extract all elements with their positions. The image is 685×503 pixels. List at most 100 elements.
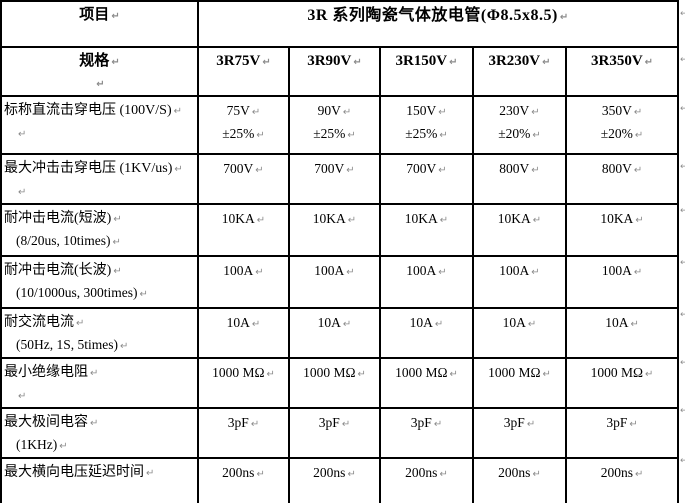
cell-value: 1000 MΩ <box>303 365 356 380</box>
model-header-label: 3R75V <box>216 53 261 69</box>
paragraph-mark-icon: ↵ <box>342 107 352 118</box>
paragraph-mark-icon: ↵ <box>250 419 260 430</box>
paragraph-mark-icon: ↵ <box>342 319 352 330</box>
value-cell: 10A ↵ <box>379 307 474 359</box>
cell-value: 10A <box>226 315 250 330</box>
item-header-line: 项目 ↵ <box>4 5 195 27</box>
model-header-cell: 3R230V ↵ <box>472 46 567 97</box>
cell-value-line: 230V ↵ <box>476 100 563 123</box>
value-cell: 1000 MΩ ↵ <box>564 357 680 409</box>
cell-value: 200ns <box>222 465 255 480</box>
cell-value-line: 350V ↵ <box>569 100 675 123</box>
cell-value-line: 10A ↵ <box>476 312 563 335</box>
value-cell: 100A ↵ <box>288 255 381 309</box>
value-cell: 200ns ↵ <box>379 457 474 503</box>
row-label-line: 耐冲击电流(长波) ↵ <box>4 260 195 282</box>
value-cell: 1000 MΩ ↵ <box>472 357 567 409</box>
row-label-sub: (8/20us, 10times) <box>16 233 111 248</box>
cell-value: 10A <box>317 315 341 330</box>
paragraph-mark-icon: ↵ <box>18 187 27 198</box>
paragraph-mark-icon: ↵ <box>111 11 120 22</box>
cell-value: 100A <box>601 263 632 278</box>
model-header-cell: 3R350V ↵ <box>564 46 680 97</box>
cell-value-line: 200ns ↵ <box>201 462 286 485</box>
table-row: 标称直流击穿电压 (100V/S) ↵ ↵ 75V ↵ ±25% ↵ 90V ↵ ±25% ↵ 150… <box>0 95 680 155</box>
value-cell: 10A ↵ <box>472 307 567 359</box>
cell-value-line: 10KA ↵ <box>201 208 286 231</box>
paragraph-mark-icon: ↵ <box>111 57 120 68</box>
paragraph-mark-icon: ↵ <box>255 165 264 176</box>
paragraph-mark-icon: ↵ <box>256 130 265 141</box>
cell-value: 200ns <box>498 465 531 480</box>
value-cell: 700V ↵ <box>197 153 290 205</box>
row-label-cell: 最小绝缘电阻 ↵ ↵ <box>0 357 199 409</box>
paragraph-mark-icon: ↵ <box>634 130 644 141</box>
paragraph-mark-icon: ↵ <box>112 237 121 248</box>
paragraph-mark-icon: ↵ <box>635 215 644 226</box>
cell-value: ±25% <box>405 126 438 141</box>
model-header-cell: 3R75V ↵ <box>197 46 290 97</box>
value-cell: 200ns ↵ <box>564 457 680 503</box>
paragraph-mark-icon: ↵ <box>449 369 458 380</box>
cell-value: 800V <box>499 161 530 176</box>
cell-value-line: 3pF ↵ <box>292 412 377 435</box>
cell-value: 100A <box>406 263 437 278</box>
spec-header-cell: 规格 ↵ ↵ <box>0 46 199 97</box>
cell-value-line: 3pF ↵ <box>569 412 675 435</box>
paragraph-mark-icon: ↵ <box>174 164 183 175</box>
cell-value: 100A <box>314 263 345 278</box>
paragraph-mark-icon: ↵ <box>527 319 537 330</box>
row-label-line: 最大冲击击穿电压 (1KV/us) ↵ <box>4 158 195 180</box>
paragraph-mark-icon: ↵ <box>532 469 541 480</box>
row-label-cell: 耐交流电流 ↵ (50Hz, 1S, 5times) ↵ <box>0 307 199 359</box>
paragraph-mark-icon: ↵ <box>644 57 654 68</box>
cell-value: 1000 MΩ <box>395 365 448 380</box>
paragraph-mark-icon: ↵ <box>18 129 27 140</box>
cell-value-line: 1000 MΩ ↵ <box>292 362 377 385</box>
row-label-line: 标称直流击穿电压 (100V/S) ↵ <box>4 100 195 122</box>
paragraph-mark-icon: ↵ <box>146 468 155 479</box>
cell-value-line: 150V ↵ <box>383 100 470 123</box>
row-label-line: 最大横向电压延迟时间 ↵ <box>4 462 195 484</box>
table-row: 最小绝缘电阻 ↵ ↵ 1000 MΩ ↵ 1000 MΩ ↵ 1000 MΩ ↵ 1000 MΩ ↵… <box>0 357 680 409</box>
cell-value: 1000 MΩ <box>488 365 541 380</box>
cell-value-line: 1000 MΩ ↵ <box>201 362 286 385</box>
cell-value-line: 100A ↵ <box>476 260 563 283</box>
paragraph-mark-icon: ↵ <box>266 369 275 380</box>
row-label-sub-line: (50Hz, 1S, 5times) ↵ <box>4 334 195 356</box>
table-row: 最大极间电容 ↵ (1KHz) ↵ 3pF ↵ 3pF ↵ 3pF ↵ 3pF ↵ 3pF ↵ <box>0 407 680 459</box>
paragraph-mark-icon: ↵ <box>113 214 122 225</box>
cell-value: 90V <box>317 103 341 118</box>
row-label-sub: (1KHz) <box>16 437 58 452</box>
cell-value-line: ±25% ↵ <box>201 123 286 146</box>
paragraph-mark-icon: ↵ <box>526 419 536 430</box>
cell-value-line: 800V ↵ <box>476 158 563 181</box>
row-label-line: 耐交流电流 ↵ <box>4 312 195 334</box>
paragraph-mark-icon: ↵ <box>96 79 105 90</box>
cell-value: ±20% <box>600 126 633 141</box>
paragraph-mark-icon: ↵ <box>113 266 122 277</box>
cell-value: ±25% <box>222 126 255 141</box>
cell-value: 200ns <box>313 465 346 480</box>
cell-value: ±20% <box>498 126 531 141</box>
cell-value-line: 3pF ↵ <box>201 412 286 435</box>
cell-value: 350V <box>601 103 632 118</box>
paragraph-mark-icon: ↵ <box>439 469 448 480</box>
table-row: 耐交流电流 ↵ (50Hz, 1S, 5times) ↵ 10A ↵ 10A ↵ 10A ↵ 10A… <box>0 307 680 359</box>
value-cell: 10A ↵ <box>288 307 381 359</box>
value-cell: 3pF ↵ <box>472 407 567 459</box>
paragraph-mark-icon: ↵ <box>531 267 540 278</box>
row-label-sub-line: ↵ <box>4 180 195 202</box>
cell-value-line: 200ns ↵ <box>292 462 377 485</box>
row-label-line: 最大极间电容 ↵ <box>4 412 195 434</box>
paragraph-mark-icon: ↵ <box>347 469 356 480</box>
cell-value-line: 200ns ↵ <box>476 462 563 485</box>
cell-value-line: 10A ↵ <box>201 312 286 335</box>
cell-value: 10KA <box>312 211 346 226</box>
table-row: 最大横向电压延迟时间 ↵ 200ns ↵ 200ns ↵ 200ns ↵ 200ns ↵ 200ns… <box>0 457 680 503</box>
cell-value: 1000 MΩ <box>590 365 644 380</box>
value-cell: 150V ↵ ±25% ↵ <box>379 95 474 155</box>
row-end-mark-icon: ↵ <box>680 206 685 216</box>
row-label-sub-line: (1KHz) ↵ <box>4 434 195 456</box>
paragraph-mark-icon: ↵ <box>633 267 643 278</box>
